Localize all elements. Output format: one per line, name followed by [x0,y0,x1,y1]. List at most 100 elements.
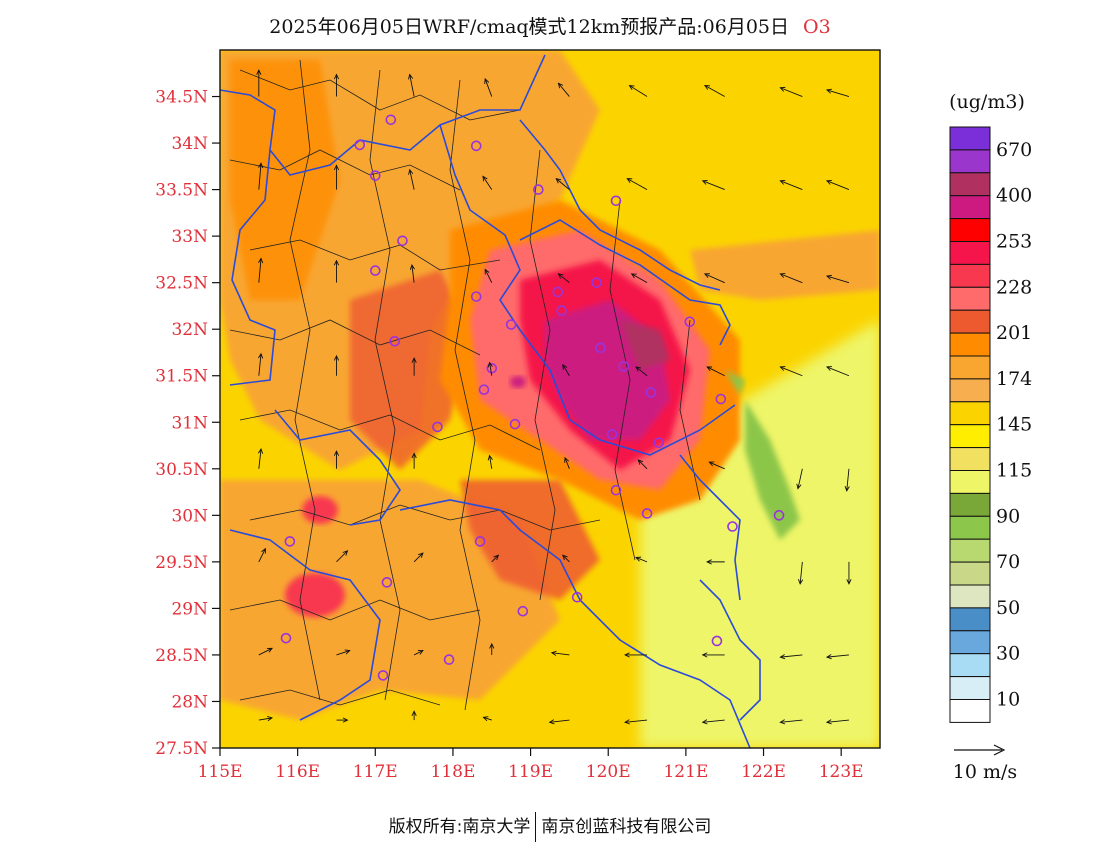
wind-arrow [413,552,424,563]
x-tick-label: 117E [353,762,398,782]
wind-arrow [626,178,648,190]
x-tick-label: 120E [586,762,631,782]
legend-value-label: 50 [996,597,1020,619]
station-marker [727,521,738,532]
wind-arrow [336,550,349,563]
wind-arrow [411,710,417,721]
wind-arrow [336,717,349,723]
station-marker [432,421,443,433]
y-tick-label: 34.5N [155,88,208,108]
wind-arrow [846,561,852,585]
wind-arrow [258,257,264,283]
legend-value-label: 10 [996,689,1020,711]
wind-arrow [411,357,417,376]
wind-arrow [258,162,264,190]
legend-color-box [949,561,991,586]
x-tick-label: 118E [431,762,476,782]
legend-color-box [949,309,991,334]
station-marker [397,235,408,247]
legend-color-box [949,195,991,220]
copyright-left: 版权所有:南京大学 [388,817,531,837]
title-main: 2025年06月05日WRF/cmaq模式12km预报产品:06月05日 [269,16,790,38]
legend-color-box [949,218,991,243]
station-marker [369,170,381,181]
wind-arrow [779,719,803,725]
station-marker [377,670,389,681]
legend-value-label: 90 [996,505,1020,527]
species-label: O3 [803,16,831,38]
wind-arrow [630,273,648,284]
county-lines [229,59,701,711]
wind-arrow [798,561,804,585]
station-marker [641,508,653,519]
copyright-footer: 版权所有:南京大学 南京创蓝科技有限公司 [0,812,1100,842]
y-tick-label: 30N [171,506,208,526]
station-marker [591,277,602,288]
station-marker [354,139,366,151]
wind-arrow [487,361,493,376]
x-tick-label: 121E [663,762,708,782]
legend-color-box [949,676,991,700]
station-marker [474,536,486,547]
wind-arrow [779,273,803,284]
y-tick-label: 31N [171,413,208,433]
station-marker [389,335,401,347]
wind-arrow [409,264,416,283]
y-tick-label: 29.5N [155,553,208,573]
station-marker [606,429,618,440]
legend-color-box [949,355,991,380]
x-tick-label: 116E [275,762,320,782]
wind-arrow [708,461,725,470]
y-tick-label: 29N [171,599,208,619]
station-marker [381,577,393,588]
wind-arrow [258,716,274,722]
legend-color-box [949,607,991,632]
wind-arrow [825,88,850,97]
legend-value-label: 30 [996,643,1020,665]
station-marker [653,437,665,449]
footer-divider [535,812,537,842]
wind-arrow [257,447,264,469]
station-marker [533,184,544,195]
wind-arrow [825,719,849,725]
color-legend: (ug/m3) 670 400 253 228 201 174 145 115 90 70 50 30… [949,91,1032,783]
legend-boxes: 670 400 253 228 201 174 145 115 90 70 50 30 10 [949,126,1032,723]
legend-color-box [949,149,991,174]
wind-arrow [701,719,725,725]
station-marker [610,195,622,207]
wind-arrow [703,273,725,284]
wind-arrow [701,180,725,191]
y-tick-label: 31.5N [155,367,208,387]
wind-arrow [491,554,500,563]
wind-arrow [779,366,803,377]
x-tick-label: 123E [819,762,864,782]
wind-arrow [336,649,351,656]
wind-arrow [557,82,570,97]
legend-value-label: 201 [996,322,1032,344]
legend-units: (ug/m3) [949,91,1025,113]
station-marker [478,384,490,395]
wind-arrow [258,647,273,656]
wind-arrow [637,459,648,470]
legend-color-box [949,241,991,265]
y-tick-label: 32.5N [155,274,208,294]
y-tick-label: 32N [171,320,208,340]
legend-color-box [949,447,991,472]
wind-arrow [256,69,262,97]
y-tick-label: 27.5N [155,739,208,759]
legend-color-box [949,653,991,678]
x-tick-label: 122E [741,762,786,782]
station-marker [443,654,455,665]
wind-arrow [333,354,340,376]
legend-value-label: 145 [996,414,1032,436]
wind-vectors [256,69,852,725]
legend-color-box [949,584,991,609]
wind-arrow [413,650,424,656]
legend-color-box [949,126,991,151]
wind-arrow [333,164,340,190]
wind-scale-label: 10 m/s [953,761,1017,783]
legend-value-label: 400 [996,185,1032,207]
station-marker [284,536,296,547]
wind-arrow [258,352,264,376]
legend-value-label: 670 [996,139,1032,161]
